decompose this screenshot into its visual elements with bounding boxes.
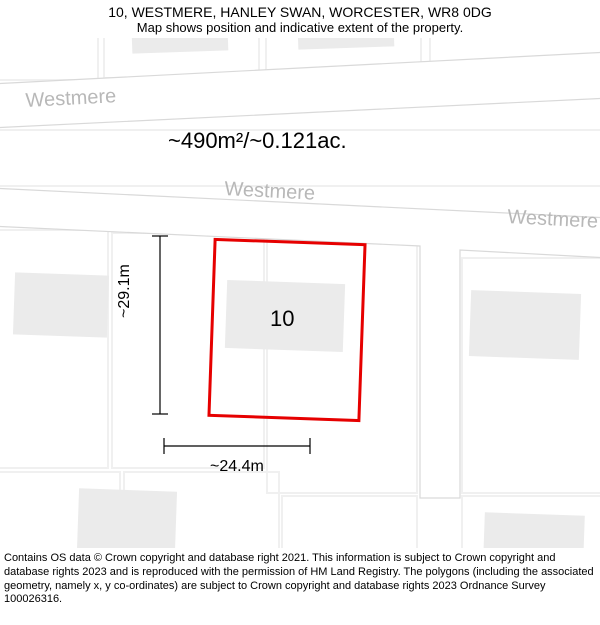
dim-vertical-label: ~29.1m: [116, 264, 134, 318]
header: 10, WESTMERE, HANLEY SWAN, WORCESTER, WR…: [0, 0, 600, 35]
area-label: ~490m²/~0.121ac.: [168, 128, 347, 154]
footer-text: Contains OS data © Crown copyright and d…: [4, 552, 596, 607]
page-subtitle: Map shows position and indicative extent…: [0, 20, 600, 35]
page-title: 10, WESTMERE, HANLEY SWAN, WORCESTER, WR…: [0, 4, 600, 20]
house-number: 10: [270, 306, 294, 332]
road-label: Westmere: [507, 206, 599, 234]
road-label: Westmere: [224, 178, 316, 206]
road-label: Westmere: [25, 85, 117, 113]
dim-horizontal-label: ~24.4m: [210, 458, 264, 476]
map-area: Westmere Westmere Westmere ~490m²/~0.121ac.…: [0, 38, 600, 548]
map-svg: [0, 38, 600, 548]
